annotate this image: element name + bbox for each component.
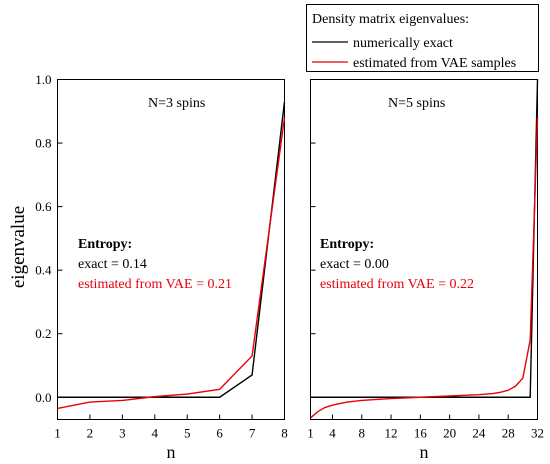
- x-tick-label: 8: [359, 426, 366, 441]
- panel-n3-entropy-vae: estimated from VAE = 0.21: [78, 277, 232, 292]
- panel-n3-title: N=3 spins: [148, 96, 205, 111]
- y-axis-label: eigenvalue: [8, 206, 29, 288]
- x-tick-label: 5: [184, 426, 191, 441]
- y-tick-label: 0.6: [35, 199, 52, 214]
- series-line-vae: [310, 117, 539, 419]
- panel-n3: 1 2 3 4 5 6 7 8 0.0 0.2 0.4 0.6 0.8 1.0 N=3 spins Ent…: [35, 72, 288, 462]
- panel-n5-title: N=5 spins: [388, 96, 445, 111]
- y-tick-label: 0.4: [35, 263, 52, 278]
- legend: Density matrix eigenvalues: numerically …: [306, 4, 539, 72]
- panel-n3-marks: [57, 101, 286, 410]
- x-tick-label: 24: [472, 426, 486, 441]
- x-tick-label: 6: [216, 426, 223, 441]
- y-tick-label: 0.2: [35, 326, 51, 341]
- legend-entry-vae: estimated from VAE samples: [353, 56, 516, 71]
- series-line-exact: [57, 101, 286, 398]
- panel-n5-entropy-vae: estimated from VAE = 0.22: [320, 277, 474, 292]
- panel-n5-entropy-exact: exact = 0.00: [320, 257, 389, 272]
- panel-n5-ticks: 1 4 8 12 16 20 24 28 32: [307, 79, 544, 441]
- panel-n3-entropy-exact: exact = 0.14: [78, 257, 147, 272]
- panel-n3-frame: [57, 79, 285, 420]
- legend-frame: [306, 4, 539, 72]
- panel-n5-frame: [310, 79, 538, 420]
- x-tick-label: 3: [119, 426, 126, 441]
- x-tick-label: 4: [152, 426, 159, 441]
- panel-n5-x-label: n: [420, 442, 429, 462]
- x-tick-label: 12: [385, 426, 398, 441]
- x-tick-label: 4: [329, 426, 336, 441]
- x-tick-label: 28: [502, 426, 515, 441]
- y-tick-label: 1.0: [35, 72, 51, 87]
- legend-title: Density matrix eigenvalues:: [312, 12, 469, 27]
- panel-n5: 1 4 8 12 16 20 24 28 32 N=5 spins Entropy: exact…: [307, 79, 544, 462]
- y-tick-label: 0.0: [35, 390, 51, 405]
- panel-n3-x-label: n: [167, 442, 176, 462]
- y-tick-label: 0.8: [35, 136, 51, 151]
- panel-n3-ticks: 1 2 3 4 5 6 7 8 0.0 0.2 0.4 0.6 0.8 1.0: [35, 72, 288, 441]
- x-tick-label: 1: [54, 426, 61, 441]
- legend-entry-exact: numerically exact: [353, 36, 453, 51]
- panel-n5-entropy-heading: Entropy:: [320, 237, 374, 252]
- x-tick-label: 20: [443, 426, 456, 441]
- series-line-vae: [57, 117, 286, 410]
- x-tick-label: 16: [414, 426, 428, 441]
- x-tick-label: 8: [281, 426, 288, 441]
- x-tick-label: 2: [87, 426, 94, 441]
- x-tick-label: 32: [531, 426, 544, 441]
- panel-n3-entropy-heading: Entropy:: [78, 237, 132, 252]
- x-tick-label: 1: [307, 426, 314, 441]
- panel-n5-marks: [310, 79, 539, 419]
- x-tick-label: 7: [249, 426, 256, 441]
